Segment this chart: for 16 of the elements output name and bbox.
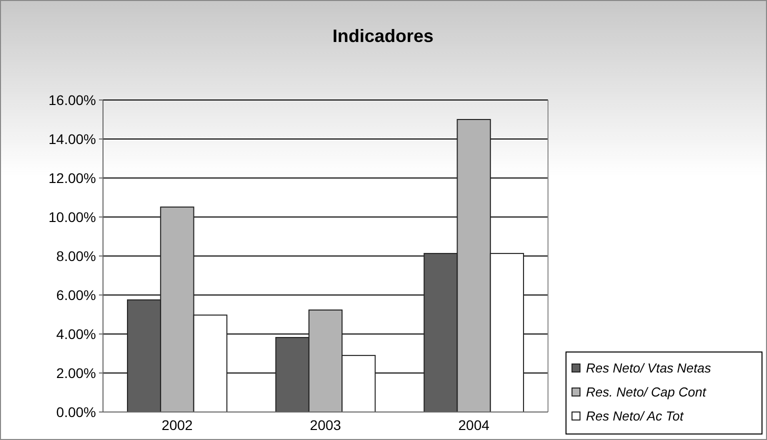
y-tick-label: 0.00% [56,404,96,420]
legend-label: Res Neto/ Ac Tot [586,408,685,424]
y-tick-label: 6.00% [56,286,96,303]
legend-label: Res. Neto/ Cap Cont [586,384,708,400]
x-tick-label: 2002 [162,417,193,433]
y-tick-label: 8.00% [56,248,96,264]
y-tick-label: 10.00% [48,208,96,225]
y-tick-label: 14.00% [48,130,96,147]
legend-label: Res Neto/ Vtas Netas [586,360,712,376]
y-tick-label: 16.00% [48,92,96,108]
x-tick-label: 2004 [458,417,490,433]
y-tick-label: 2.00% [56,364,96,381]
chart-title: Indicadores [332,26,434,46]
y-tick-label: 12.00% [48,170,96,186]
y-tick-label: 4.00% [56,326,96,342]
x-tick-label: 2003 [310,417,342,433]
